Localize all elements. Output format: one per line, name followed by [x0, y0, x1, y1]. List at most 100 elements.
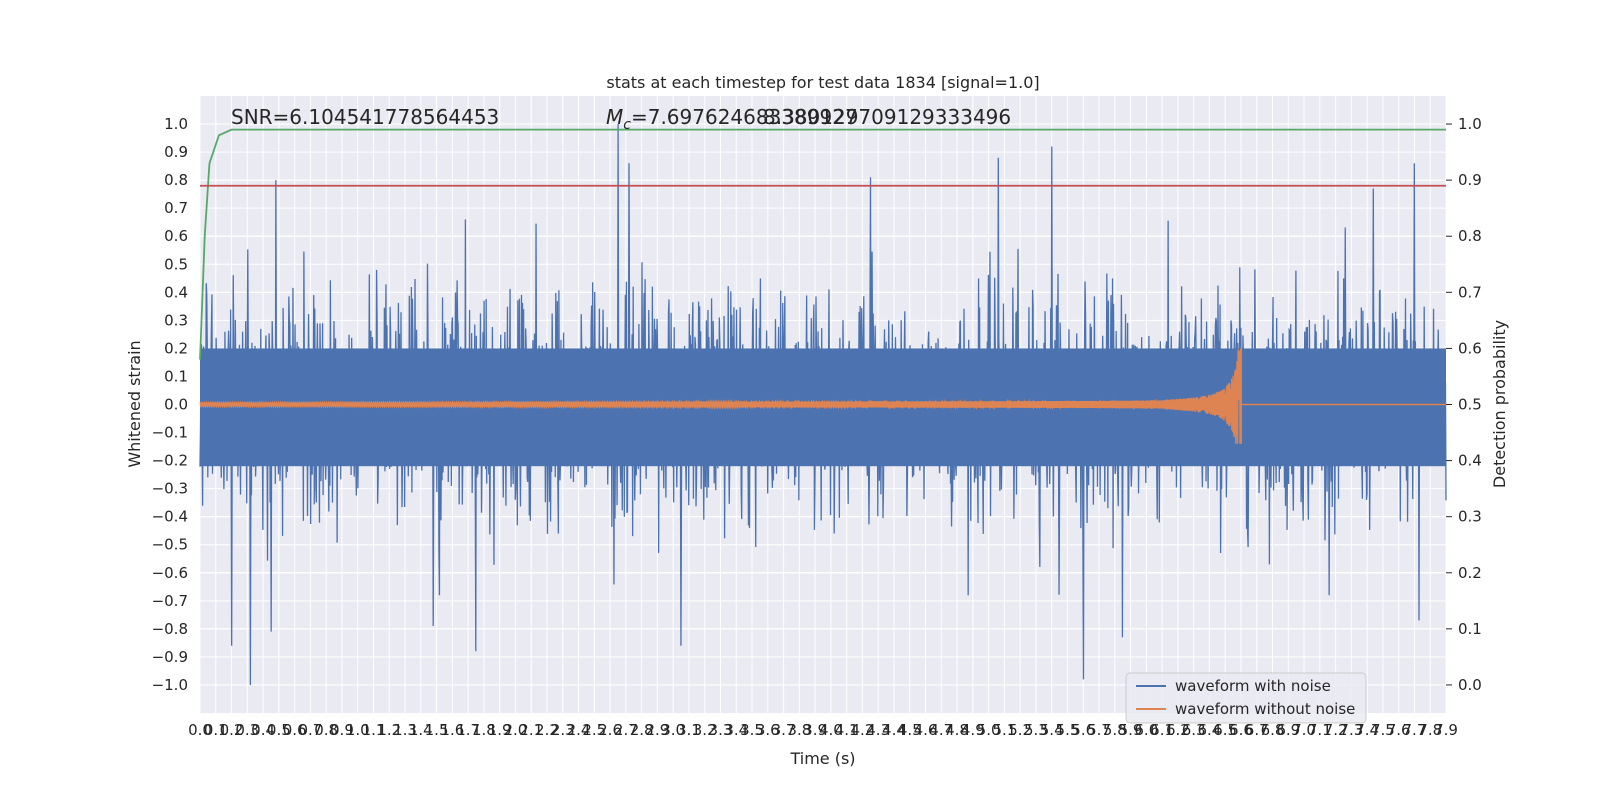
x-tick-label: 3.8: [787, 721, 811, 739]
x-tick-label: 4.8: [945, 721, 969, 739]
series-detection-probability: [199, 128, 1446, 360]
y-tick-label: 0.8: [164, 171, 188, 189]
x-tick-label: 4.9: [961, 721, 985, 739]
x-tick-label: 2.2: [535, 721, 559, 739]
y-tick-label: 0.1: [164, 367, 188, 385]
y2-tick-label: 0.0: [1458, 676, 1482, 694]
x-tick-label: 7.4: [1355, 721, 1379, 739]
y-tick-label: −1.0: [152, 676, 188, 694]
x-tick-label: 2.3: [551, 721, 575, 739]
y-tick-label: −0.3: [152, 480, 188, 498]
x-tick-label: 7.9: [1434, 721, 1458, 739]
x-tick-label: 1.2: [377, 721, 401, 739]
chirp-mass-value: =7.697624683389927: [631, 105, 858, 129]
legend-label-noise: waveform with noise: [1175, 677, 1331, 695]
x-tick-label: 3.7: [772, 721, 796, 739]
x-tick-label: 0.2: [220, 721, 244, 739]
y-tick-label: −0.4: [152, 508, 188, 526]
snr-annotation: SNR=6.104541778564453: [231, 105, 499, 129]
chirp-mass-subscript: c: [623, 117, 631, 133]
x-tick-label: 6.9: [1276, 721, 1300, 739]
y-tick-label: −0.5: [152, 536, 188, 554]
x-tick-label: 1.7: [456, 721, 480, 739]
x-tick-label: 1.4: [409, 721, 433, 739]
x-axis-label: Time (s): [789, 749, 855, 768]
y-tick-label: 0.9: [164, 143, 188, 161]
y-axis-label: Whitened strain: [125, 340, 144, 467]
x-tick-label: 4.2: [851, 721, 875, 739]
legend: waveform with noise waveform without noi…: [1125, 672, 1367, 724]
annotations: SNR=6.104541778564453 Mc=7.6976246833899…: [231, 105, 1011, 133]
x-axis-ticks: 0.00.10.20.30.40.50.60.70.80.91.01.11.21…: [188, 721, 1458, 739]
overlap-annotation: 8.380129709129333496: [763, 105, 1011, 129]
x-tick-label: 1.8: [472, 721, 496, 739]
x-tick-label: 3.6: [756, 721, 780, 739]
y2-tick-label: 0.7: [1458, 283, 1482, 301]
y-tick-label: 1.0: [164, 115, 188, 133]
chirp-mass-symbol: M: [606, 105, 623, 129]
x-tick-label: 0.6: [283, 721, 307, 739]
x-tick-label: 6.5: [1213, 721, 1237, 739]
x-tick-label: 4.4: [882, 721, 906, 739]
y-tick-label: 0.2: [164, 339, 188, 357]
x-tick-label: 0.9: [330, 721, 354, 739]
x-tick-label: 5.2: [1008, 721, 1032, 739]
x-tick-label: 7.2: [1324, 721, 1348, 739]
x-tick-label: 5.9: [1119, 721, 1143, 739]
chirp-mass-annotation: Mc=7.697624683389927: [606, 105, 858, 133]
y2-tick-label: 1.0: [1458, 115, 1482, 133]
y-tick-label: 0.4: [164, 283, 188, 301]
x-tick-label: 5.8: [1103, 721, 1127, 739]
y-tick-label: 0.7: [164, 199, 188, 217]
x-tick-label: 3.0: [661, 721, 685, 739]
y2-tick-label: 0.3: [1458, 508, 1482, 526]
x-tick-label: 4.3: [866, 721, 890, 739]
y-axis-ticks: −1.0 −0.9 −0.8 −0.7 −0.6 −0.5 −0.4 −0.3 −0.2 −0.1…: [152, 115, 188, 694]
x-tick-label: 2.6: [598, 721, 622, 739]
x-tick-label: 1.3: [393, 721, 417, 739]
x-tick-label: 4.0: [819, 721, 843, 739]
x-tick-label: 2.1: [519, 721, 543, 739]
x-tick-label: 5.1: [992, 721, 1016, 739]
x-tick-label: 0.7: [298, 721, 322, 739]
y-tick-label: 0.0: [164, 396, 188, 414]
y2-axis-ticks: 0.0 0.1 0.2 0.3 0.4 0.5 0.6 0.7 0.8 0.9 1.0: [1446, 115, 1482, 694]
y-tick-label: −0.6: [152, 564, 188, 582]
y-tick-label: 0.6: [164, 227, 188, 245]
y-tick-label: 0.3: [164, 311, 188, 329]
x-tick-label: 3.3: [709, 721, 733, 739]
series-waveform-without-noise: [199, 348, 1446, 444]
y-tick-label: −0.2: [152, 452, 188, 470]
x-tick-label: 6.8: [1261, 721, 1285, 739]
x-tick-label: 0.1: [204, 721, 228, 739]
x-tick-label: 4.7: [929, 721, 953, 739]
clean-waveform-line: [199, 349, 1446, 444]
x-tick-label: 6.7: [1245, 721, 1269, 739]
x-tick-label: 3.5: [740, 721, 764, 739]
y2-tick-label: 0.5: [1458, 396, 1482, 414]
y2-tick-label: 0.6: [1458, 339, 1482, 357]
y2-tick-label: 0.8: [1458, 227, 1482, 245]
y-tick-label: 0.5: [164, 255, 188, 273]
legend-label-clean: waveform without noise: [1175, 700, 1355, 718]
chart-title: stats at each timestep for test data 183…: [606, 73, 1039, 92]
x-tick-label: 5.4: [1040, 721, 1064, 739]
x-tick-label: 4.1: [835, 721, 859, 739]
x-tick-label: 7.8: [1418, 721, 1442, 739]
x-tick-label: 2.8: [630, 721, 654, 739]
x-tick-label: 1.0: [346, 721, 370, 739]
x-tick-label: 2.0: [504, 721, 528, 739]
x-tick-label: 6.2: [1166, 721, 1190, 739]
x-tick-label: 5.0: [977, 721, 1001, 739]
y2-tick-label: 0.4: [1458, 452, 1482, 470]
x-tick-label: 1.5: [425, 721, 449, 739]
x-tick-label: 2.5: [582, 721, 606, 739]
y-tick-label: −0.9: [152, 648, 188, 666]
x-tick-label: 3.1: [677, 721, 701, 739]
x-tick-label: 0.0: [188, 721, 212, 739]
x-tick-label: 6.3: [1182, 721, 1206, 739]
x-tick-label: 5.6: [1071, 721, 1095, 739]
x-tick-label: 3.2: [693, 721, 717, 739]
x-tick-label: 7.0: [1292, 721, 1316, 739]
